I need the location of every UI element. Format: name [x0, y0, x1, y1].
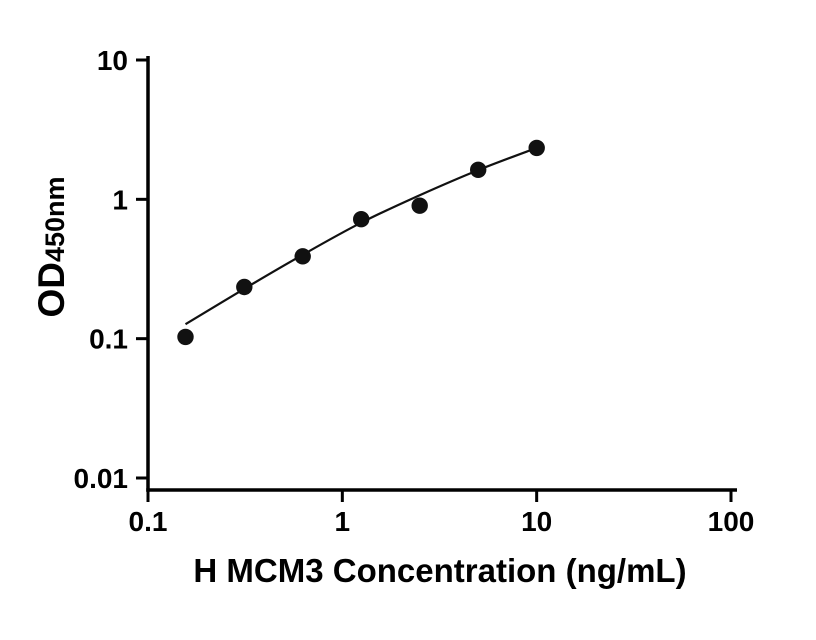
- y-axis-title-sub: 450nm: [40, 176, 70, 263]
- x-tick-label: 10: [521, 506, 552, 537]
- x-tick-label: 0.1: [129, 506, 168, 537]
- y-tick-label: 10: [97, 45, 128, 76]
- data-point: [411, 197, 428, 214]
- x-tick-label: 1: [335, 506, 351, 537]
- data-point: [294, 248, 311, 265]
- data-point: [353, 211, 370, 228]
- y-tick-label: 0.1: [89, 324, 128, 355]
- data-point: [177, 328, 194, 346]
- y-axis-title: OD450nm: [31, 176, 73, 317]
- data-point: [470, 161, 487, 178]
- y-tick-label: 1: [112, 184, 128, 215]
- data-point: [236, 278, 253, 296]
- y-axis-title-main: OD: [31, 262, 72, 318]
- x-tick-label: 100: [708, 506, 755, 537]
- x-axis-title: H MCM3 Concentration (ng/mL): [193, 552, 687, 589]
- data-point: [528, 139, 545, 157]
- y-tick-label: 0.01: [74, 463, 129, 494]
